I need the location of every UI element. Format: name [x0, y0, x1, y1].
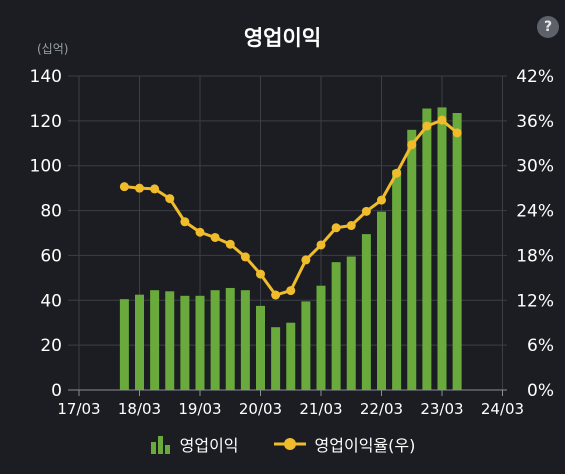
- y-tick-right: 18%: [516, 246, 554, 266]
- line-point: [180, 217, 190, 227]
- line-point: [452, 128, 462, 138]
- line-point: [346, 221, 356, 231]
- bar: [286, 322, 296, 390]
- bar: [150, 290, 160, 390]
- y-tick-right: 24%: [516, 202, 554, 222]
- bar-chart-icon: [150, 436, 170, 454]
- bar: [346, 256, 356, 390]
- legend-label-line: 영업이익율(우): [314, 436, 416, 455]
- bar: [392, 170, 402, 390]
- line-point: [392, 168, 402, 178]
- bar: [377, 211, 386, 390]
- bar: [271, 327, 281, 390]
- chart-title: 영업이익: [243, 26, 322, 50]
- y-tick-left: 0: [51, 381, 62, 401]
- x-tick-label: 20/03: [239, 400, 282, 418]
- bar: [180, 295, 190, 390]
- bar: [119, 299, 129, 390]
- y-tick-right: 0%: [527, 381, 554, 401]
- bar: [316, 285, 326, 390]
- legend-item-line[interactable]: 영업이익율(우): [273, 432, 416, 456]
- line-point: [437, 115, 447, 125]
- x-tick-label: 22/03: [360, 400, 403, 418]
- bar: [422, 108, 432, 391]
- y-tick-right: 42%: [516, 67, 554, 87]
- y-tick-right: 12%: [516, 291, 554, 311]
- legend: 영업이익 영업이익율(우): [0, 432, 565, 456]
- line-point: [225, 239, 235, 249]
- bar: [437, 107, 447, 391]
- y-tick-left: 120: [30, 112, 62, 132]
- line-point: [210, 232, 220, 242]
- y-tick-left: 100: [30, 157, 62, 177]
- line-point: [361, 206, 371, 216]
- line-point: [407, 140, 417, 150]
- x-tick-label: 24/03: [481, 400, 524, 418]
- left-axis-unit: (십억): [37, 42, 69, 56]
- line-marker-icon: [273, 438, 306, 450]
- line-point: [271, 290, 281, 300]
- y-tick-left: 60: [40, 246, 62, 266]
- line-point: [316, 240, 326, 250]
- line-point: [256, 269, 265, 279]
- line-point: [119, 182, 129, 192]
- bar: [452, 113, 462, 390]
- y-tick-right: 30%: [516, 157, 554, 177]
- bar: [135, 294, 144, 390]
- line-point: [331, 223, 341, 233]
- y-tick-left: 20: [40, 336, 62, 356]
- line-point: [165, 194, 175, 204]
- y-tick-right: 36%: [516, 112, 554, 132]
- line-point: [150, 184, 160, 194]
- line-point: [195, 227, 205, 237]
- y-tick-left: 140: [30, 67, 62, 87]
- x-tick-label: 21/03: [299, 400, 342, 418]
- line-point: [286, 286, 296, 296]
- x-tick-label: 23/03: [420, 400, 463, 418]
- y-tick-right: 6%: [527, 336, 554, 356]
- bar: [301, 301, 311, 390]
- bar: [210, 290, 220, 390]
- bar: [240, 290, 250, 390]
- bar: [256, 305, 265, 390]
- bar: [331, 262, 341, 390]
- bar: [195, 295, 205, 390]
- line-point: [240, 252, 250, 262]
- line-point: [135, 183, 144, 193]
- bar: [225, 287, 235, 390]
- x-tick-label: 19/03: [178, 400, 221, 418]
- bar: [361, 234, 371, 390]
- legend-label-bar: 영업이익: [179, 436, 239, 455]
- y-tick-left: 80: [40, 202, 62, 222]
- x-tick-label: 18/03: [118, 400, 161, 418]
- legend-item-bar[interactable]: 영업이익: [150, 432, 239, 456]
- y-tick-left: 40: [40, 291, 62, 311]
- line-point: [422, 121, 432, 131]
- margin-line: [124, 118, 459, 297]
- bar: [407, 129, 417, 391]
- line-point: [377, 195, 386, 205]
- bar: [165, 291, 175, 390]
- x-tick-label: 17/03: [57, 400, 100, 418]
- help-icon[interactable]: ?: [537, 16, 559, 38]
- line-point: [301, 255, 311, 265]
